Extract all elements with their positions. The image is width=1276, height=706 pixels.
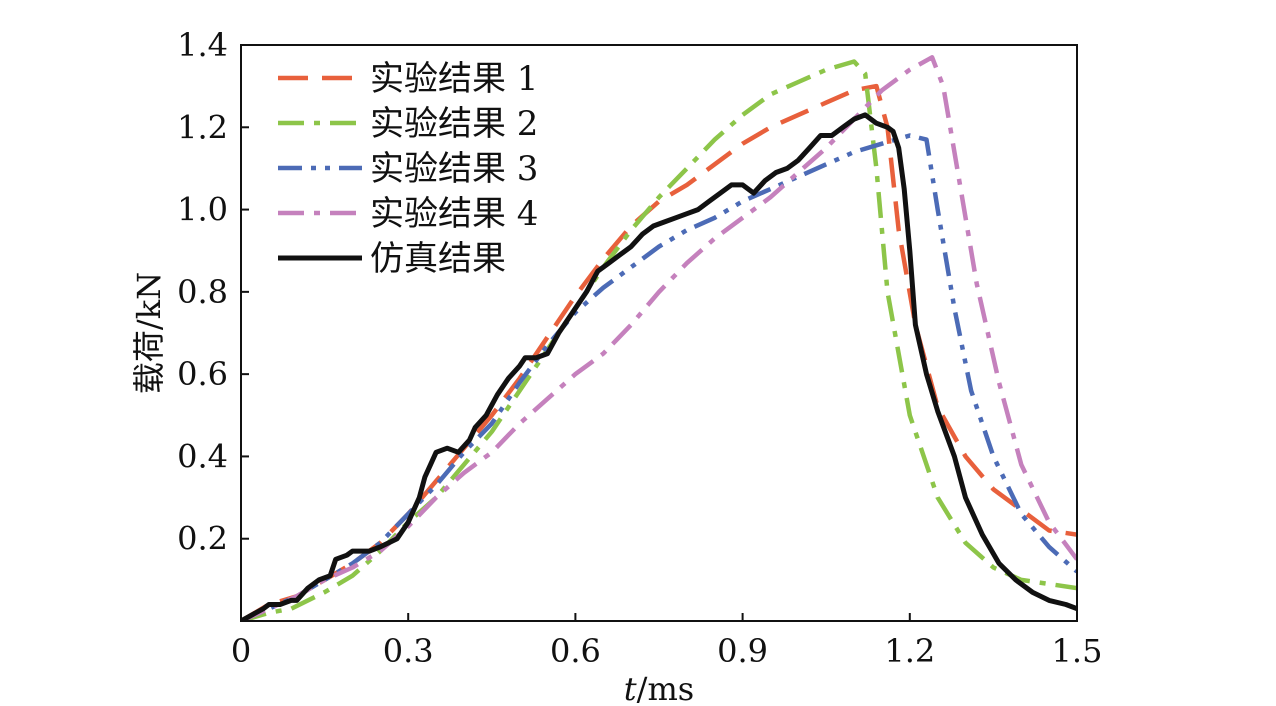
series-line-5 [241,112,1077,621]
x-tick-label: 0.3 [383,632,434,670]
x-tick-label: 1.5 [1052,632,1103,670]
legend-item: 实验结果 2 [278,104,538,144]
x-tick-label: 1.2 [884,632,935,670]
x-axis-label-unit: /ms [637,670,695,706]
y-tick-label: 0.8 [177,273,228,311]
legend-item: 实验结果 4 [278,194,538,234]
series-line-4 [241,55,1077,621]
plot-frame [240,44,1078,622]
legend: 实验结果 1 实验结果 2 实验结果 3 实验结果 4 仿真结果 [278,59,538,279]
axis-tick-labels: 0 0.3 0.6 0.9 1.2 1.5 0.2 0.4 0.6 0.8 1.0 1.2 1.4 [177,26,1102,670]
y-tick-label: 1.0 [177,191,228,229]
plot-lines [241,55,1077,621]
y-axis-label: 载荷/kN [130,272,168,394]
y-tick-label: 0.4 [177,437,228,475]
y-tick-label: 0.2 [177,520,228,558]
x-tick-label: 0.6 [550,632,601,670]
x-axis-label-variable: t [624,670,637,706]
legend-label: 实验结果 2 [370,104,538,144]
x-axis-label: t/ms [624,670,694,706]
legend-item: 实验结果 1 [278,59,538,99]
legend-label: 实验结果 1 [370,59,538,99]
legend-label: 实验结果 4 [370,194,538,234]
y-tick-label: 1.2 [177,108,228,146]
y-tick-label: 0.6 [177,355,228,393]
series-line-1 [241,83,1077,621]
legend-item: 实验结果 3 [278,149,538,189]
legend-label: 仿真结果 [370,239,506,279]
x-tick-label: 0 [231,632,251,670]
axis-ticks [240,44,1078,621]
legend-label: 实验结果 3 [370,149,538,189]
series-line-3 [241,133,1077,621]
y-tick-label: 1.4 [177,26,228,64]
x-tick-label: 0.9 [717,632,768,670]
legend-item: 仿真结果 [278,239,506,279]
